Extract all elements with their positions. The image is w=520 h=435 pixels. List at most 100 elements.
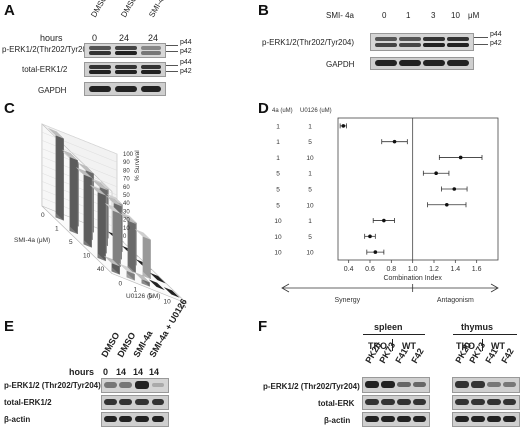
panel-c-bar-top [149,272,166,284]
panel-f-geno-thymus-wt: WT [491,341,505,351]
panel-c-bar-40-0 [103,255,120,275]
panel-c-bar-10-0 [89,184,106,262]
panel-c-bar-top [134,229,151,240]
panel-e-hours-label: hours [69,367,95,377]
panel-f-row1-label: p-ERK1/2 (Thr202/Tyr204) [263,382,360,391]
panel-c-z-tick: 80 [123,168,130,174]
panel-c-bar-side [84,170,92,248]
panel-e-lane3-hours: 14 [133,367,144,377]
panel-c-bar-side [128,216,136,274]
panel-d-row-u: 5 [308,187,312,194]
panel-b-unit: μM [468,11,480,20]
panel-f-blot-erk-spleen [362,395,430,410]
panel-a-row1-label: p-ERK1/2(Thr202/Tyr204) [2,45,95,54]
panel-f-geno-thymus-tko: TKO [456,341,475,351]
panel-d-x-tick: 1.2 [429,266,439,273]
panel-b-dose-0: 0 [382,11,387,20]
panel-c-bar-top [148,279,165,291]
panel-a-lane3-hours: 24 [148,33,159,43]
panel-a-blot-perk [84,43,166,58]
panel-d-x-tick: 0.6 [365,266,375,273]
panel-d-row-u: 10 [306,250,314,257]
panel-c-bar-top [91,179,108,191]
panel-c-bar-top [47,127,64,139]
panel-f-blot-perk-spleen [362,377,430,393]
panel-d-row-u: 1 [308,218,312,225]
panel-c-bar-front [141,279,150,287]
panel-c-bar-side [56,131,64,221]
panel-e-blot-actin [101,412,169,427]
panel-c-bar-10-40 [149,272,166,284]
panel-b-dose-1: 1 [406,11,411,20]
panel-d-row-u: 10 [306,202,314,209]
panel-d-point [445,202,449,207]
panel-a-hours-label: hours [40,33,63,43]
panel-c-bars [47,127,180,298]
panel-a-p42-label: p42 [180,48,192,55]
panel-c-bar-40-1 [118,263,135,281]
panel-f-geno-spleen-tko: TKO [368,341,387,351]
panel-a-p44b-label: p44 [180,59,192,66]
panel-b-p42-label: p42 [490,40,502,47]
panel-d-point [458,155,463,160]
panel-d-row-a: 1 [276,123,280,130]
panel-c-z-tick: 10 [123,226,130,232]
panel-c-y-tick: 1 [55,225,59,232]
panel-c-bar-top [103,255,120,267]
panel-d-arrow-left-head [281,283,290,293]
panel-b-header: SMI- 4a [326,11,355,20]
panel-d-row-u: 1 [308,171,312,178]
panel-d-row-a: 10 [274,218,282,225]
panel-c-bar-40-40 [163,287,180,298]
panel-a-blot-total-erk [84,62,166,77]
panel-e-blot-total-erk [101,395,169,410]
panel-b-row2-label: GAPDH [326,60,355,69]
panel-c-bar-top [106,193,123,205]
panel-c-bar-top [61,149,78,161]
panel-c-gridline [41,131,118,163]
panel-d-x-tick: 0.8 [386,266,396,273]
panel-d-row-a: 10 [274,234,282,241]
panel-c-bar-top [163,287,180,298]
panel-d-x-tick: 0.4 [344,266,354,273]
panel-d-x-tick: 1.6 [472,266,482,273]
panel-d-synergy-label: Synergy [334,297,360,304]
panel-c-z-tick: 40 [123,201,130,207]
panel-b-p44-label: p44 [490,31,502,38]
panel-c-label: C [4,100,15,117]
panel-c-gridline [41,140,118,171]
panel-c-bar-top [104,203,121,214]
panel-c-x-tick: 10 [164,299,172,306]
panel-c-y-label: SMI-4a (μM) [14,237,50,244]
panel-d-row-a: 10 [274,250,282,257]
panel-d-point [368,234,372,239]
panel-a-p42b-label: p42 [180,68,192,75]
panel-b-label: B [258,2,269,19]
panel-c-y-tick: 5 [69,239,73,246]
panel-e-label: E [4,318,15,335]
panel-c-y-tick: 0 [41,212,45,219]
panel-b-blot-gapdh [370,57,474,70]
panel-e-lane1-hours: 0 [103,367,109,377]
panel-d-row-a: 1 [276,155,280,162]
panel-f-blot-actin-thymus [452,412,520,427]
panel-e-lane4-hours: 14 [149,367,160,377]
panel-c-bar-side [113,206,121,268]
panel-c-bar-side [98,188,106,262]
panel-b-blot-perk [370,33,474,51]
panel-d-chart: 4a (uM) U0126 (uM) 1 1 1 5 1 10 5 1 5 5 5 10 10 1 10 5 10 1… [272,108,499,304]
panel-e-row1-label: p-ERK1/2 (Thr202/Tyr204) [4,381,101,390]
panel-b-row1-label: p-ERK1/2(Thr202/Tyr204) [262,38,355,47]
panel-a-lane1-hours: 0 [92,33,98,43]
panel-c-bar-10-5 [119,213,136,274]
panel-c-bar-top [133,271,150,283]
panel-d-col1-header: 4a (uM) [272,108,293,114]
panel-e-row2-label: total-ERK1/2 [4,398,52,407]
panel-f-blot-actin-spleen [362,412,430,427]
panel-d-arrow-right-head [490,283,499,293]
panel-d-x-tick: 1.0 [408,266,418,273]
panel-b-dose-3: 3 [431,11,436,20]
panel-a-row3-label: GAPDH [38,86,67,95]
